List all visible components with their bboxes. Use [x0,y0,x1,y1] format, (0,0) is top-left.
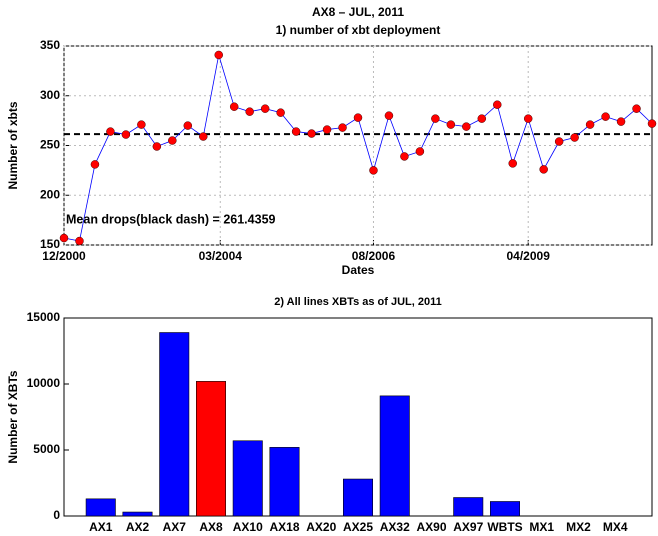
x-tick-label: AX18 [269,520,299,534]
point [307,129,316,138]
x-tick-label: AX97 [453,520,483,534]
y-tick-label: 200 [40,187,60,201]
point [539,165,548,174]
point [477,114,487,123]
x-tick-label: AX1 [89,520,113,534]
x-tick-label: AX90 [416,520,446,534]
point [90,160,100,169]
point [585,120,595,129]
y-tick-label: 15000 [27,310,61,324]
bar [159,332,190,517]
point [508,159,517,168]
x-tick-label: MX4 [603,520,628,534]
point [214,50,223,60]
bar [196,381,227,517]
bar [122,511,153,517]
chart-subtitle: 1) number of xbt deployment [276,23,441,37]
y-axis-label: Number of XBTs [6,370,20,463]
point [183,121,193,130]
point [601,112,610,121]
bar [453,497,484,517]
y-tick-label: 5000 [33,442,60,456]
y-tick-label: 10000 [27,376,61,390]
x-tick-label: AX2 [126,520,150,534]
x-tick-label: 08/2006 [352,249,396,263]
point [369,166,378,175]
bar [85,498,116,517]
point [229,102,239,111]
x-tick-label: 04/2009 [507,249,551,263]
point [106,127,115,136]
point [260,104,270,113]
point [400,152,409,161]
point [431,114,440,123]
bar [342,478,373,517]
x-tick-label: AX7 [163,520,187,534]
x-tick-label: AX20 [306,520,336,534]
chart-title: AX8 – JUL, 2011 [312,5,404,19]
point [199,132,208,141]
point [338,123,347,132]
point [554,137,564,146]
y-tick-label: 0 [53,508,60,522]
bar [489,501,520,517]
point [322,125,332,134]
point [462,122,471,131]
x-tick-label: MX1 [529,520,554,534]
x-tick-label: AX32 [380,520,410,534]
y-axis-label: Number of xbts [6,101,20,189]
chart-title: 2) All lines XBTs as of JUL, 2011 [274,296,442,308]
x-axis-label: Dates [342,263,375,277]
point [570,133,579,142]
y-tick-label: 250 [40,138,60,152]
y-tick-label: 350 [40,38,60,52]
point [276,108,285,117]
x-tick-label: AX10 [233,520,263,534]
x-tick-label: AX8 [199,520,223,534]
y-tick-label: 300 [40,88,60,102]
point [75,236,84,246]
x-tick-label: 12/2000 [42,249,86,263]
point [616,117,626,126]
point [415,147,425,156]
x-tick-label: MX2 [566,520,591,534]
point [152,142,162,151]
point [523,114,533,123]
x-tick-label: AX25 [343,520,373,534]
point [59,233,69,243]
bar [269,447,300,517]
x-tick-label: WBTS [487,520,522,534]
bar [232,440,263,517]
point [647,119,657,128]
point [446,120,456,129]
point [493,100,502,109]
point [291,127,301,136]
point [168,136,177,145]
x-tick-label: 03/2004 [199,249,243,263]
y-tick-label: 150 [40,237,60,251]
point [353,113,363,122]
annotation: Mean drops(black dash) = 261.4359 [66,212,276,226]
point [632,104,641,113]
bar [379,395,410,517]
point [245,107,254,116]
point [137,120,146,129]
point [121,130,131,139]
point [384,111,394,120]
